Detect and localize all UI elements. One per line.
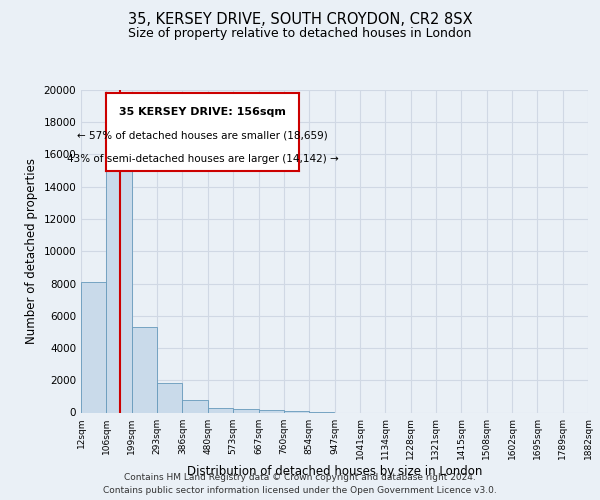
Y-axis label: Number of detached properties: Number of detached properties — [25, 158, 38, 344]
Text: Contains public sector information licensed under the Open Government Licence v3: Contains public sector information licen… — [103, 486, 497, 495]
Text: ← 57% of detached houses are smaller (18,659): ← 57% of detached houses are smaller (18… — [77, 130, 328, 140]
Bar — [284, 411, 309, 412]
X-axis label: Distribution of detached houses by size in London: Distribution of detached houses by size … — [187, 465, 482, 478]
Bar — [106, 145, 132, 412]
Bar — [81, 282, 106, 412]
Text: 35 KERSEY DRIVE: 156sqm: 35 KERSEY DRIVE: 156sqm — [119, 107, 286, 117]
Bar — [259, 410, 284, 412]
Bar — [233, 410, 259, 412]
Bar — [157, 382, 182, 412]
Text: 43% of semi-detached houses are larger (14,142) →: 43% of semi-detached houses are larger (… — [67, 154, 338, 164]
Text: Size of property relative to detached houses in London: Size of property relative to detached ho… — [128, 28, 472, 40]
Text: Contains HM Land Registry data © Crown copyright and database right 2024.: Contains HM Land Registry data © Crown c… — [124, 472, 476, 482]
Bar — [208, 408, 233, 412]
Bar — [182, 400, 208, 412]
Text: 35, KERSEY DRIVE, SOUTH CROYDON, CR2 8SX: 35, KERSEY DRIVE, SOUTH CROYDON, CR2 8SX — [128, 12, 472, 28]
Bar — [132, 327, 157, 412]
